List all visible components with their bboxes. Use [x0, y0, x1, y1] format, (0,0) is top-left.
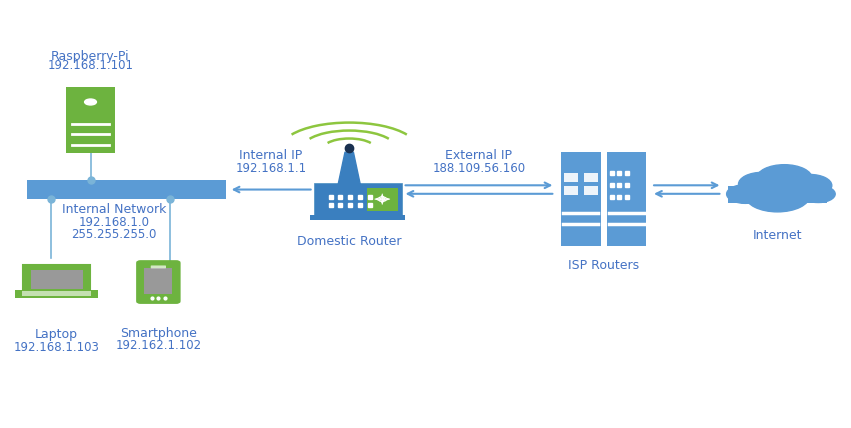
Text: 192.162.1.102: 192.162.1.102	[115, 339, 202, 352]
FancyBboxPatch shape	[564, 173, 578, 182]
Text: Raspberry-Pi: Raspberry-Pi	[51, 50, 130, 63]
Circle shape	[802, 185, 835, 202]
Text: 192.168.1.101: 192.168.1.101	[48, 59, 134, 72]
FancyBboxPatch shape	[22, 291, 91, 296]
FancyBboxPatch shape	[310, 215, 405, 220]
FancyBboxPatch shape	[367, 187, 397, 211]
Circle shape	[757, 165, 813, 193]
Text: Domestic Router: Domestic Router	[297, 235, 402, 248]
FancyBboxPatch shape	[137, 261, 180, 303]
FancyBboxPatch shape	[66, 87, 115, 153]
Text: Internet: Internet	[753, 229, 802, 242]
Text: 255.255.255.0: 255.255.255.0	[71, 228, 157, 241]
Text: Internal IP: Internal IP	[239, 149, 302, 162]
FancyBboxPatch shape	[313, 183, 402, 215]
Text: Laptop: Laptop	[35, 328, 78, 341]
FancyBboxPatch shape	[145, 268, 172, 294]
FancyBboxPatch shape	[15, 290, 98, 298]
FancyBboxPatch shape	[607, 152, 647, 246]
FancyBboxPatch shape	[564, 186, 578, 195]
Text: Internal Network: Internal Network	[61, 203, 166, 217]
Circle shape	[739, 172, 786, 196]
FancyBboxPatch shape	[585, 173, 598, 182]
Text: 192.168.1.1: 192.168.1.1	[235, 162, 306, 175]
Circle shape	[745, 180, 810, 212]
FancyBboxPatch shape	[728, 186, 826, 203]
Circle shape	[84, 99, 96, 105]
Text: 188.109.56.160: 188.109.56.160	[432, 162, 526, 175]
FancyBboxPatch shape	[27, 180, 226, 199]
FancyBboxPatch shape	[561, 152, 601, 246]
Text: 192.168.1.0: 192.168.1.0	[78, 216, 149, 229]
FancyBboxPatch shape	[151, 265, 166, 268]
Circle shape	[727, 184, 764, 203]
FancyBboxPatch shape	[31, 270, 83, 289]
Polygon shape	[338, 152, 360, 184]
Text: ISP Routers: ISP Routers	[568, 259, 639, 272]
Circle shape	[788, 175, 831, 196]
FancyBboxPatch shape	[585, 186, 598, 195]
Text: 192.168.1.103: 192.168.1.103	[14, 341, 100, 354]
Text: Smartphone: Smartphone	[120, 327, 197, 340]
Text: External IP: External IP	[445, 149, 512, 162]
FancyBboxPatch shape	[23, 265, 90, 291]
